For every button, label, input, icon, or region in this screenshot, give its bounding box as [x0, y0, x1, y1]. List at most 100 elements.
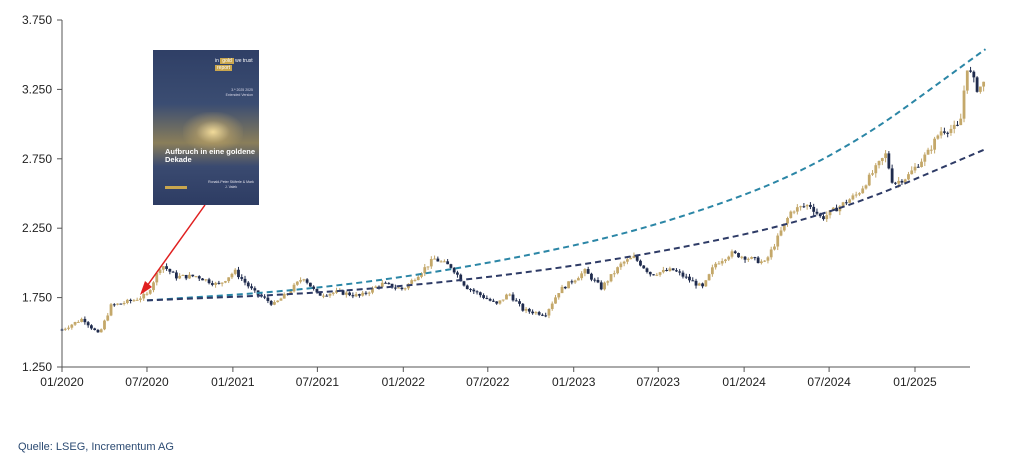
y-tick-label: 2.750: [22, 152, 52, 166]
candle-body: [139, 298, 142, 300]
candle-body: [90, 325, 93, 329]
candle-body: [521, 303, 525, 311]
candle-body: [308, 282, 312, 287]
candle-body: [86, 322, 90, 326]
candle-body: [547, 309, 551, 316]
candle-body: [750, 257, 753, 259]
candle-body: [344, 292, 348, 295]
candle-body: [400, 287, 404, 290]
candle-body: [364, 292, 368, 294]
cover-badge: in gold we trust report: [215, 58, 253, 72]
candle-body: [429, 259, 433, 267]
candle-body: [603, 282, 606, 290]
candle-body: [835, 207, 838, 212]
candle-body: [563, 286, 567, 289]
candle-body: [498, 300, 502, 304]
candle-body: [714, 263, 718, 268]
candle-body: [923, 154, 927, 162]
candle-body: [465, 285, 469, 290]
cover-authors: Ronald-Peter Stöferle & Mark J. Valek: [208, 180, 254, 189]
candle-body: [805, 204, 809, 207]
candle-body: [959, 118, 963, 126]
candle-body: [639, 260, 642, 266]
candle-body: [652, 274, 655, 276]
candle-body: [815, 211, 819, 214]
candle-body: [809, 204, 812, 207]
candle-body: [184, 274, 188, 279]
candle-body: [893, 182, 897, 184]
arrow-shaft: [146, 204, 206, 287]
candle-body: [426, 266, 430, 268]
cover-badge-word: report: [215, 65, 233, 71]
candle-body: [318, 292, 322, 296]
candle-body: [60, 329, 64, 331]
candle-body: [828, 210, 832, 216]
candle-body: [387, 283, 391, 285]
candle-body: [305, 279, 309, 283]
candle-body: [322, 295, 325, 297]
candle-body: [420, 273, 423, 277]
candle-body: [599, 282, 603, 290]
x-tick-label: 01/2023: [552, 375, 596, 389]
candle-body: [786, 218, 789, 224]
cover-badge-suffix: we trust: [235, 58, 253, 64]
candle-body: [969, 70, 972, 72]
candle-body: [632, 255, 636, 258]
candle-body: [135, 299, 139, 301]
candle-body: [544, 315, 548, 317]
candle-body: [201, 278, 204, 281]
y-tick-label: 3.750: [22, 13, 52, 27]
candle-body: [661, 269, 665, 273]
trendlines: [146, 48, 987, 302]
candle-body: [282, 293, 286, 299]
candle-body: [681, 272, 685, 277]
candle-body: [975, 77, 979, 92]
y-tick-label: 1.750: [22, 291, 52, 305]
candle-body: [612, 273, 616, 275]
candle-body: [501, 299, 505, 301]
candle-body: [273, 302, 276, 305]
candle-body: [220, 282, 224, 284]
candle-body: [874, 165, 878, 174]
x-tick-label: 07/2021: [296, 375, 340, 389]
x-tick-label: 01/2022: [382, 375, 426, 389]
candle-body: [129, 299, 133, 301]
candle-body: [145, 293, 149, 295]
candle-body: [122, 302, 126, 304]
candle-body: [181, 274, 185, 276]
candle-body: [341, 290, 345, 295]
candle-body: [475, 291, 479, 293]
candle-body: [858, 193, 861, 195]
candle-body: [253, 288, 257, 291]
candle-body: [132, 300, 136, 302]
candle-body: [384, 282, 387, 284]
candle-body: [125, 299, 129, 303]
candle-body: [403, 288, 407, 290]
candle-body: [688, 276, 691, 281]
candle-body: [410, 280, 414, 284]
candle-body: [508, 294, 512, 296]
x-tick-label: 07/2024: [807, 375, 851, 389]
candle-body: [514, 300, 518, 302]
candle-body: [527, 308, 531, 312]
candle-body: [109, 304, 113, 316]
candle-body: [269, 301, 273, 305]
candle-body: [877, 161, 881, 166]
candle-body: [554, 297, 557, 304]
candle-body: [227, 277, 231, 282]
candle-body: [658, 272, 662, 275]
x-tick-label: 01/2021: [211, 375, 255, 389]
candle-body: [596, 280, 600, 283]
candle-body: [887, 153, 891, 169]
candle-body: [96, 330, 100, 333]
candle-body: [910, 170, 914, 175]
candle-body: [678, 271, 682, 273]
candle-body: [534, 312, 538, 314]
candle-body: [593, 279, 597, 281]
candle-body: [325, 295, 329, 297]
candlestick-series: [60, 66, 986, 333]
candle-body: [625, 259, 629, 262]
candle-body: [191, 274, 195, 277]
trendline-linear: [146, 148, 986, 302]
candle-body: [779, 230, 783, 236]
